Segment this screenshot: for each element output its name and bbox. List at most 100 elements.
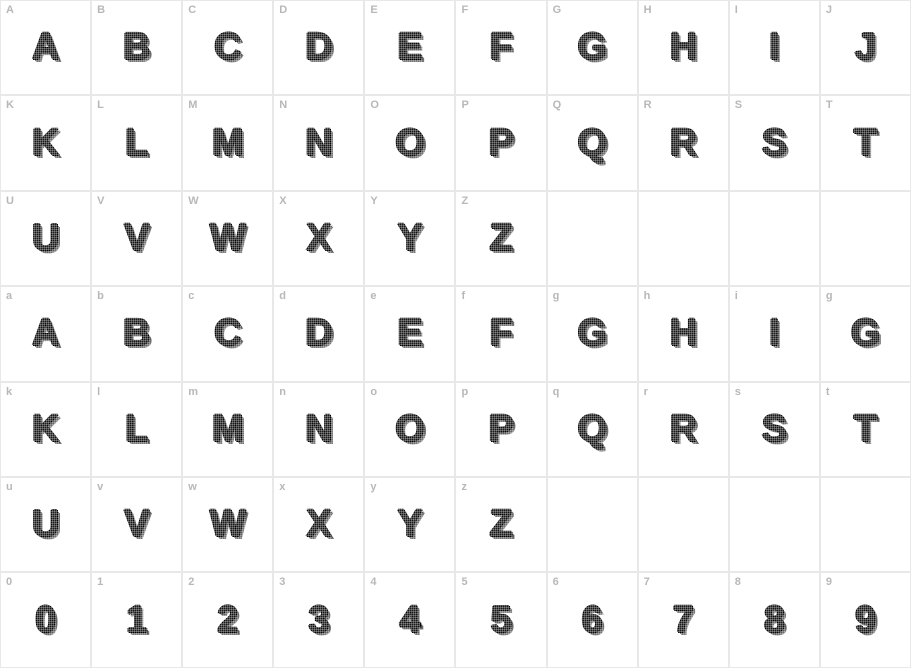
glyph: T — [854, 122, 877, 165]
cell-label: q — [553, 386, 560, 398]
charmap-cell: 00 — [0, 572, 91, 667]
glyph: Q — [577, 122, 607, 165]
charmap-cell: LL — [91, 95, 182, 190]
cell-label: N — [279, 99, 287, 111]
glyph: B — [123, 26, 150, 69]
cell-label: k — [6, 386, 12, 398]
charmap-cell: RR — [638, 95, 729, 190]
charmap-cell: 88 — [729, 572, 820, 667]
charmap-cell: sS — [729, 382, 820, 477]
cell-label: 0 — [6, 576, 12, 588]
glyph: N — [305, 408, 332, 451]
glyph: P — [488, 122, 513, 165]
glyph: E — [397, 26, 422, 69]
cell-label: X — [279, 195, 286, 207]
glyph: H — [669, 26, 696, 69]
glyph: D — [305, 26, 332, 69]
cell-label: A — [6, 4, 14, 16]
charmap-cell: NN — [273, 95, 364, 190]
glyph: R — [669, 408, 696, 451]
glyph: N — [305, 122, 332, 165]
glyph: I — [769, 26, 780, 69]
charmap-cell: rR — [638, 382, 729, 477]
cell-label: s — [735, 386, 741, 398]
charmap-cell: cC — [182, 286, 273, 381]
glyph: 5 — [490, 599, 511, 642]
charmap-cell: gG — [820, 286, 911, 381]
cell-label: f — [461, 290, 465, 302]
cell-label: U — [6, 195, 14, 207]
charmap-cell: 55 — [455, 572, 546, 667]
charmap-cell: gG — [547, 286, 638, 381]
cell-label: 7 — [644, 576, 650, 588]
charmap-cell: zZ — [455, 477, 546, 572]
glyph: D — [305, 312, 332, 355]
cell-label: P — [461, 99, 468, 111]
glyph: W — [210, 503, 246, 546]
glyph: I — [769, 312, 780, 355]
charmap-cell: aA — [0, 286, 91, 381]
charmap-cell: TT — [820, 95, 911, 190]
charmap-cell: AA — [0, 0, 91, 95]
charmap-cell: PP — [455, 95, 546, 190]
glyph: M — [212, 122, 244, 165]
charmap-row: AABBCCDDEEFFGGHHIIJJ — [0, 0, 911, 95]
cell-label: J — [826, 4, 832, 16]
glyph: 6 — [582, 599, 603, 642]
charmap-cell: kK — [0, 382, 91, 477]
charmap-cell — [547, 191, 638, 286]
charmap-row: aAbBcCdDeEfFgGhHiIgG — [0, 286, 911, 381]
cell-label: Q — [553, 99, 562, 111]
cell-label: b — [97, 290, 104, 302]
glyph: O — [395, 122, 425, 165]
cell-label: K — [6, 99, 14, 111]
charmap-cell: 66 — [547, 572, 638, 667]
cell-label: 8 — [735, 576, 741, 588]
glyph: Z — [489, 503, 512, 546]
charmap-cell: GG — [547, 0, 638, 95]
cell-label: o — [370, 386, 377, 398]
charmap-cell: XX — [273, 191, 364, 286]
charmap-cell: fF — [455, 286, 546, 381]
glyph: U — [32, 217, 59, 260]
glyph: G — [577, 26, 607, 69]
cell-label: x — [279, 481, 285, 493]
cell-label: v — [97, 481, 103, 493]
cell-label: Z — [461, 195, 468, 207]
cell-label: D — [279, 4, 287, 16]
glyph: S — [762, 408, 787, 451]
charmap-cell: vV — [91, 477, 182, 572]
charmap-cell — [547, 477, 638, 572]
glyph: B — [123, 312, 150, 355]
cell-label: 1 — [97, 576, 103, 588]
glyph: V — [124, 217, 149, 260]
glyph: L — [125, 122, 148, 165]
cell-label: V — [97, 195, 104, 207]
cell-label: O — [370, 99, 379, 111]
glyph: P — [488, 408, 513, 451]
cell-label: m — [188, 386, 198, 398]
cell-label: c — [188, 290, 194, 302]
charmap-cell — [729, 477, 820, 572]
charmap-cell: MM — [182, 95, 273, 190]
glyph: V — [124, 503, 149, 546]
cell-label: u — [6, 481, 13, 493]
charmap-cell: 99 — [820, 572, 911, 667]
font-character-map: from www.novelfonts.com from www.novelfo… — [0, 0, 911, 668]
charmap-cell: OO — [364, 95, 455, 190]
charmap-cell: WW — [182, 191, 273, 286]
charmap-cell: VV — [91, 191, 182, 286]
glyph: 8 — [764, 599, 785, 642]
glyph: F — [489, 26, 512, 69]
glyph: A — [32, 26, 59, 69]
glyph: Q — [577, 408, 607, 451]
charmap-cell: 33 — [273, 572, 364, 667]
charmap-cell: KK — [0, 95, 91, 190]
charmap-cell — [638, 477, 729, 572]
charmap-cell: HH — [638, 0, 729, 95]
cell-label: n — [279, 386, 286, 398]
glyph: L — [125, 408, 148, 451]
charmap-cell: wW — [182, 477, 273, 572]
charmap-cell: uU — [0, 477, 91, 572]
glyph: J — [855, 26, 876, 69]
